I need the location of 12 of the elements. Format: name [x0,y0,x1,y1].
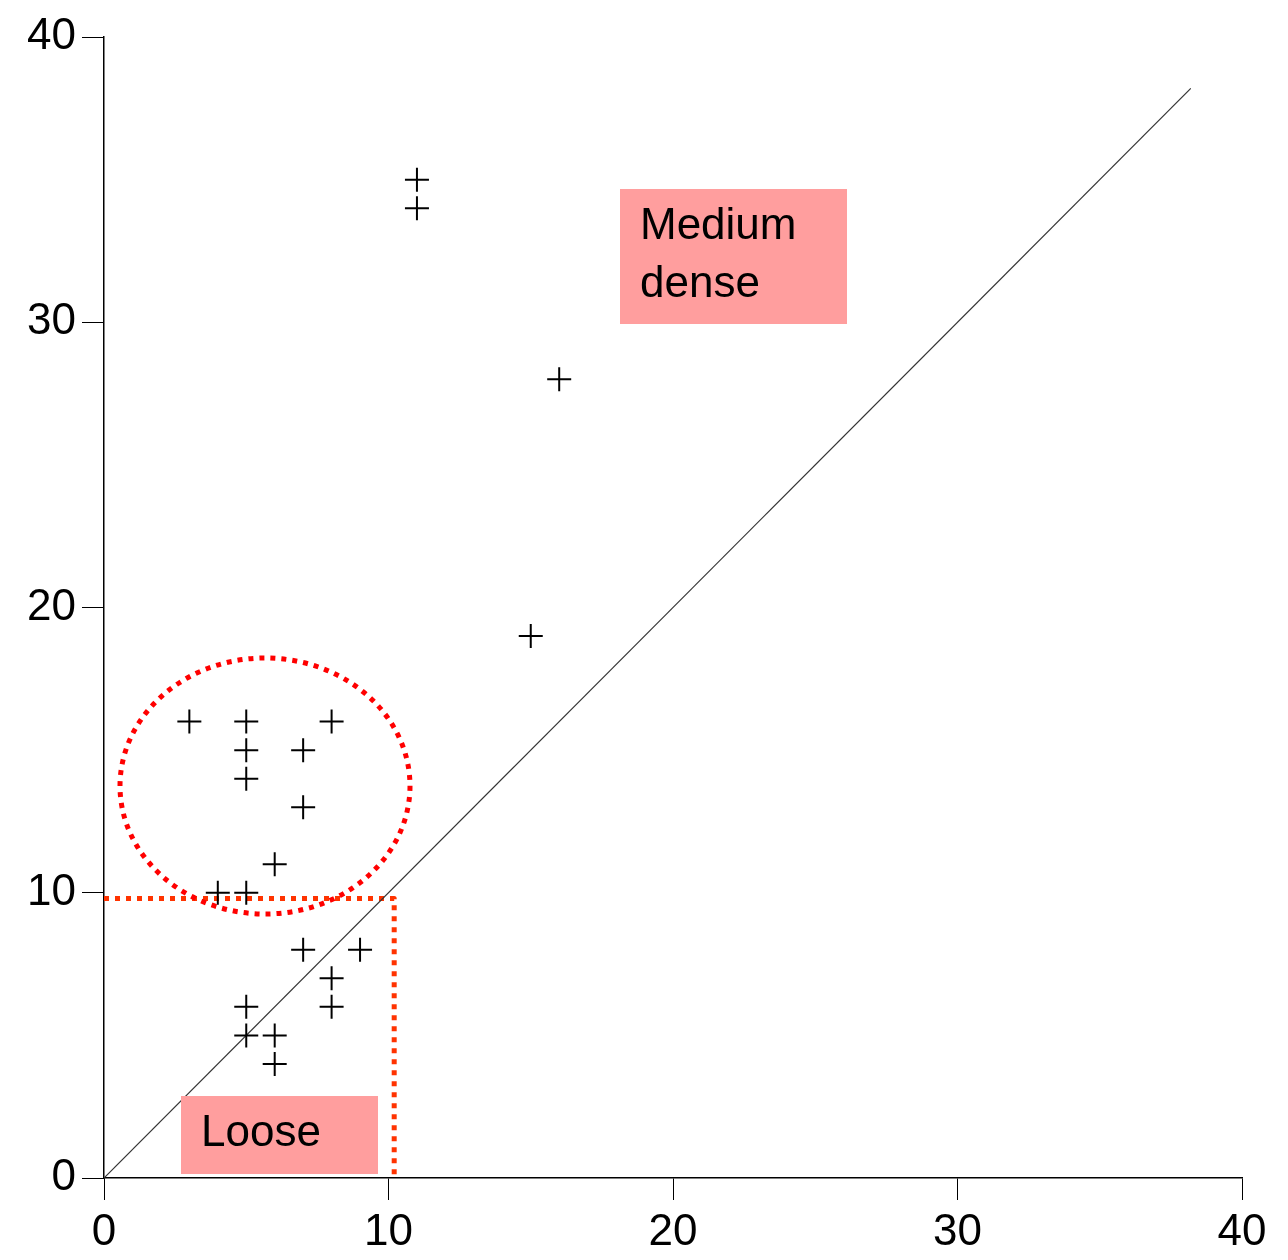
x-tick-label: 30 [933,1204,982,1254]
y-tick-label: 0 [51,1150,76,1200]
y-tick-label: 40 [27,9,76,59]
y-tick-label: 10 [27,864,76,914]
y-tick-label: 20 [27,579,76,629]
annotation: Medium dense [620,189,847,324]
x-tick-label: 20 [648,1204,698,1254]
y-tick-label: 30 [27,294,76,344]
x-tick-label: 0 [91,1204,117,1254]
x-tick-label: 10 [364,1204,413,1254]
x-tick-label: 40 [1217,1204,1267,1254]
annotation: Loose [181,1096,378,1174]
